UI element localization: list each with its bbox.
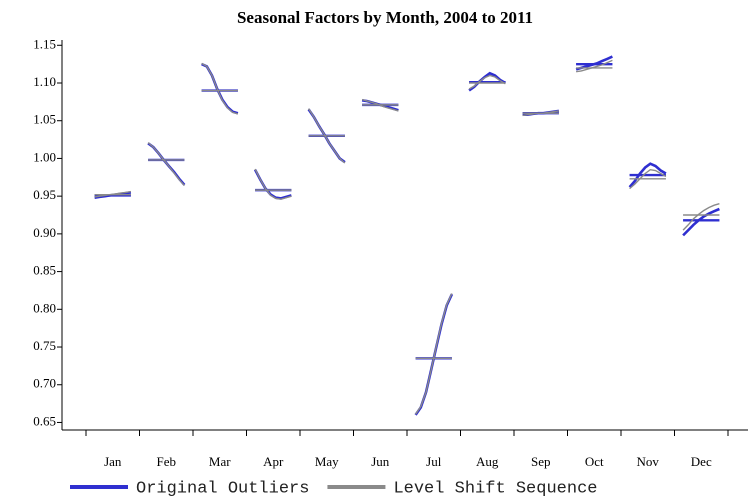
legend-label: Level Shift Sequence: [393, 479, 597, 498]
y-tick-label: 0.90: [33, 225, 56, 240]
x-tick-label: Jan: [104, 454, 122, 469]
y-tick-label: 0.70: [33, 376, 56, 391]
factor-curve: [254, 168, 292, 200]
factor-curve: [682, 203, 720, 231]
x-tick-label: Sep: [531, 454, 551, 469]
y-tick-label: 1.10: [33, 74, 56, 89]
x-tick-label: Feb: [157, 454, 177, 469]
factor-curve: [308, 108, 346, 164]
factor-curve: [414, 293, 454, 416]
y-tick-label: 0.80: [33, 300, 56, 315]
y-tick-label: 0.65: [33, 413, 56, 428]
y-tick-label: 0.75: [33, 338, 56, 353]
y-tick-label: 1.15: [33, 36, 56, 51]
y-tick-label: 0.85: [33, 263, 56, 278]
factor-curve: [253, 169, 292, 200]
x-tick-label: Aug: [476, 454, 499, 469]
factor-curve: [201, 62, 239, 115]
factor-curve: [201, 62, 239, 115]
x-tick-label: Nov: [637, 454, 660, 469]
x-tick-label: May: [315, 454, 339, 469]
x-tick-label: Mar: [209, 454, 231, 469]
legend-label: Original Outliers: [136, 479, 309, 498]
x-tick-label: Jul: [426, 454, 442, 469]
x-tick-label: Jun: [371, 454, 390, 469]
x-tick-label: Oct: [585, 454, 604, 469]
factor-curve: [628, 162, 667, 188]
chart-title: Seasonal Factors by Month, 2004 to 2011: [237, 8, 533, 27]
y-tick-label: 1.05: [33, 112, 56, 127]
factor-curve: [468, 74, 506, 90]
factor-curve: [682, 207, 720, 237]
factor-curve: [629, 168, 667, 190]
x-tick-label: Apr: [263, 454, 284, 469]
factor-curve: [575, 59, 613, 73]
factor-curve: [147, 142, 185, 187]
y-tick-label: 1.00: [33, 149, 56, 164]
x-tick-label: Dec: [691, 454, 712, 469]
y-tick-label: 0.95: [33, 187, 56, 202]
